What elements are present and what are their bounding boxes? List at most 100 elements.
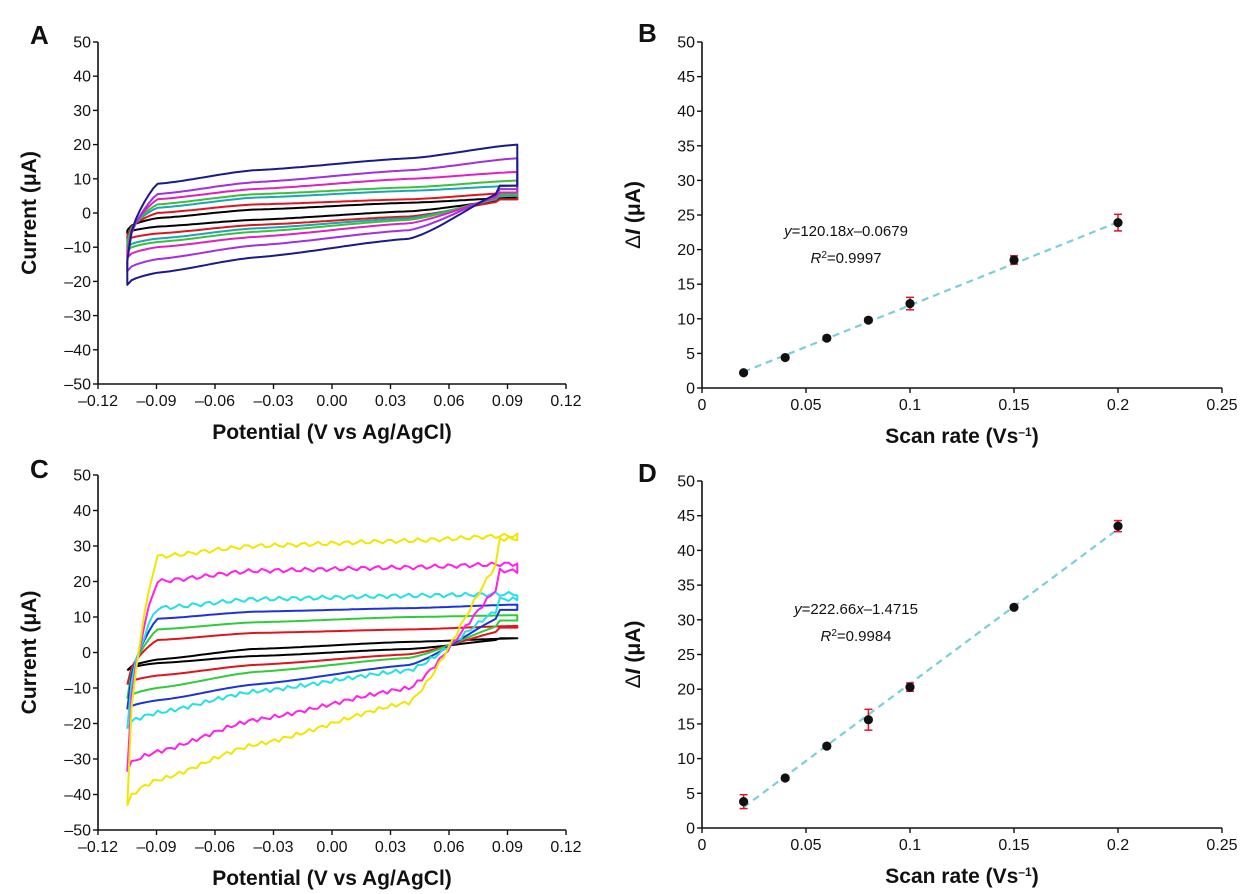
y-tick-label: 10 — [677, 751, 695, 768]
x-tick-label: 0.05 — [790, 397, 821, 414]
y-tick-label: 50 — [677, 35, 695, 52]
y-tick-label: –50 — [64, 377, 91, 394]
data-point — [822, 741, 832, 751]
x-axis-title: Scan rate (Vs–1) — [885, 865, 1038, 888]
y-tick-label: –10 — [64, 681, 91, 698]
x-tick-label: –0.06 — [195, 393, 235, 410]
y-tick-label: 20 — [73, 574, 91, 591]
y-axis-title: ΔI (μA) — [622, 181, 645, 249]
y-tick-label: 50 — [73, 35, 91, 52]
cv-curve — [126, 532, 519, 807]
panel-c: C –50 –40 –30 –20 –10 0 10 20 30 40 50 –0.12 –0.09 –0.… — [18, 454, 582, 890]
cv-curve — [126, 624, 519, 686]
x-tick-label: –0.03 — [253, 393, 293, 410]
y-tick-label: 35 — [677, 578, 695, 595]
data-point — [739, 797, 749, 807]
y-tick-label: –50 — [64, 823, 91, 840]
y-tick-label: 40 — [677, 543, 695, 560]
x-axis-title: Scan rate (Vs–1) — [885, 425, 1038, 448]
y-tick-label: 0 — [82, 206, 91, 223]
data-point — [1009, 255, 1019, 265]
cv-curve — [126, 191, 519, 242]
cv-curve — [126, 637, 519, 672]
y-tick-label: 30 — [73, 103, 91, 120]
y-tick-label: –20 — [64, 716, 91, 733]
x-tick-label: 0 — [698, 397, 707, 414]
y-tick-label: 20 — [677, 682, 695, 699]
data-point — [1113, 521, 1123, 531]
y-tick-label: 30 — [677, 612, 695, 629]
y-tick-label: 25 — [677, 208, 695, 225]
x-tick-label: –0.03 — [253, 839, 293, 856]
y-tick-label: 30 — [677, 173, 695, 190]
x-tick-label: 0.12 — [550, 839, 581, 856]
y-tick-label: 5 — [686, 786, 695, 803]
y-tick-label: 45 — [677, 508, 695, 525]
panel-label: A — [30, 20, 49, 50]
x-tick-label: –0.06 — [195, 839, 235, 856]
x-tick-label: –0.12 — [78, 839, 118, 856]
x-tick-label: 0.03 — [375, 839, 406, 856]
x-tick-label: 0.15 — [998, 837, 1029, 854]
x-tick-label: 0 — [698, 837, 707, 854]
data-point — [905, 298, 915, 309]
y-axis-title: Current (μA) — [18, 591, 41, 715]
y-tick-label: 15 — [677, 716, 695, 733]
y-tick-label: 10 — [73, 171, 91, 188]
data-point — [822, 333, 832, 343]
data-point — [780, 773, 790, 783]
y-tick-label: 5 — [686, 346, 695, 363]
panel-d: D 0 5 10 15 20 25 30 35 40 45 50 0 0.05 0.1 0.15 0.2 0.25… — [622, 458, 1238, 888]
y-tick-label: –40 — [64, 787, 91, 804]
cv-curve — [126, 171, 519, 259]
y-tick-label: 0 — [82, 645, 91, 662]
y-tick-label: 40 — [677, 104, 695, 121]
y-axis-title: ΔI (μA) — [622, 621, 645, 689]
x-tick-label: 0.1 — [899, 397, 921, 414]
y-tick-label: 50 — [73, 468, 91, 485]
x-tick-label: 0.15 — [998, 397, 1029, 414]
x-axis-title: Potential (V vs Ag/AgCl) — [212, 867, 452, 890]
x-tick-label: 0.2 — [1107, 837, 1129, 854]
y-tick-label: 40 — [73, 69, 91, 86]
cv-curve — [126, 614, 519, 700]
x-tick-label: 0.00 — [316, 839, 347, 856]
y-tick-label: 20 — [677, 242, 695, 259]
y-tick-label: 10 — [677, 311, 695, 328]
x-tick-label: 0.05 — [790, 837, 821, 854]
panel-label: C — [30, 454, 49, 484]
data-point — [1113, 218, 1123, 228]
y-tick-label: –20 — [64, 274, 91, 291]
fit-equation: y=222.66x–1.4715 — [793, 601, 918, 618]
x-tick-label: –0.12 — [78, 393, 118, 410]
y-tick-label: 0 — [686, 381, 695, 398]
x-tick-label: 0.03 — [375, 393, 406, 410]
x-tick-label: 0.09 — [492, 393, 523, 410]
cv-curve — [126, 590, 519, 730]
cv-curve — [126, 143, 519, 286]
x-tick-label: 0.2 — [1107, 397, 1129, 414]
panel-label: B — [638, 18, 657, 48]
y-tick-label: 50 — [677, 474, 695, 491]
fit-line — [742, 528, 1119, 809]
data-point — [905, 682, 915, 692]
x-axis-title: Potential (V vs Ag/AgCl) — [212, 421, 452, 444]
data-point — [780, 352, 790, 363]
data-point — [863, 715, 874, 725]
panel-a: A –50 –40 –30 –20 –10 0 10 20 30 40 50 –0.12 –0.09 –0.… — [18, 20, 582, 444]
x-tick-label: 0.25 — [1206, 837, 1237, 854]
x-tick-label: 0.25 — [1206, 397, 1237, 414]
y-tick-label: –40 — [64, 342, 91, 359]
x-tick-label: 0.06 — [433, 393, 464, 410]
cv-curve — [126, 184, 519, 249]
y-tick-label: 25 — [677, 647, 695, 664]
y-tick-label: 0 — [686, 821, 695, 838]
x-tick-label: 0.09 — [492, 839, 523, 856]
fit-line — [743, 221, 1119, 373]
data-point — [1009, 602, 1019, 612]
data-point — [739, 368, 749, 378]
y-tick-label: 35 — [677, 138, 695, 155]
panel-label: D — [638, 458, 657, 488]
y-tick-label: –30 — [64, 308, 91, 325]
